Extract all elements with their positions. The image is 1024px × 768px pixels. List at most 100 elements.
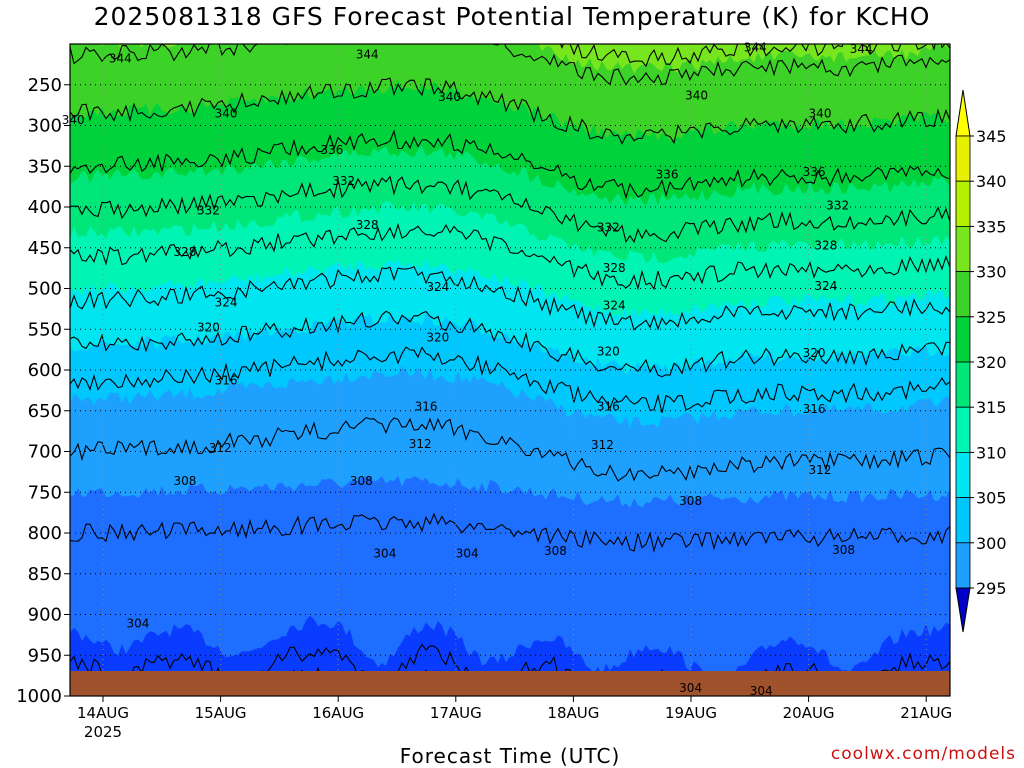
y-axis: 250 300 350 400 450 500 550 600 650 700 750 800 850 9… xyxy=(16,75,70,707)
y-tick-label: 350 xyxy=(28,156,62,177)
contour-label: 324 xyxy=(814,279,837,293)
x-tick-label: 16AUG xyxy=(312,704,364,722)
contour-label: 336 xyxy=(321,143,344,157)
colorbar-tick-label: 330 xyxy=(976,263,1007,282)
contour-label: 336 xyxy=(656,167,679,181)
colorbar-tick-label: 345 xyxy=(976,127,1007,146)
contour-label: 328 xyxy=(814,238,837,252)
contour-label: 340 xyxy=(809,106,832,120)
contour-316 xyxy=(70,346,950,414)
y-tick-label: 900 xyxy=(28,605,62,626)
colorbar-band xyxy=(955,135,971,182)
contour-label: 344 xyxy=(356,48,379,62)
contour-336 xyxy=(70,129,950,200)
y-tick-label: 250 xyxy=(28,75,62,96)
contour-label: 320 xyxy=(597,344,620,358)
colorbar-tick-label: 340 xyxy=(976,172,1007,191)
contour-324 xyxy=(70,265,950,331)
colorbar-tick-label: 305 xyxy=(976,489,1007,508)
colorbar-band xyxy=(955,316,971,363)
contour-label: 308 xyxy=(350,474,373,488)
x-axis: 14AUG 15AUG 16AUG 17AUG 18AUG 19AUG 20AUG 21AUG… xyxy=(77,696,952,741)
colorbar-band xyxy=(955,361,971,408)
contour-label: 308 xyxy=(544,544,567,558)
contour-label: 304 xyxy=(679,681,702,695)
contour-344 xyxy=(70,44,950,86)
contour-label: 332 xyxy=(197,203,220,217)
contour-label: 308 xyxy=(832,543,855,557)
contour-label: 320 xyxy=(426,330,449,344)
colorbar-band xyxy=(955,542,971,589)
contour-label: 312 xyxy=(409,437,432,451)
contour-label: 320 xyxy=(803,346,826,360)
y-tick-label: 750 xyxy=(28,482,62,503)
contour-label: 316 xyxy=(803,402,826,416)
colorbar: 345 340 335 330 325 320 315 310 305 300 295 xyxy=(955,89,1007,633)
contour-label: 340 xyxy=(215,106,238,120)
fill-band-345 xyxy=(70,44,950,74)
contour-label: 332 xyxy=(597,220,620,234)
contour-label: 324 xyxy=(426,280,449,294)
x-tick-label: 14AUG xyxy=(77,704,129,722)
colorbar-bottom-arrow xyxy=(955,587,971,633)
y-tick-label: 1000 xyxy=(16,686,62,707)
colorbar-tick-label: 315 xyxy=(976,398,1007,417)
contour-label: 316 xyxy=(215,374,238,388)
contour-label: 344 xyxy=(850,42,873,56)
contour-label: 344 xyxy=(109,52,132,66)
x-tick-label: 20AUG xyxy=(783,704,835,722)
contour-label: 312 xyxy=(809,463,832,477)
colorbar-tick-label: 335 xyxy=(976,217,1007,236)
contour-label: 332 xyxy=(826,198,849,212)
contour-label: 340 xyxy=(62,113,85,127)
y-tick-label: 950 xyxy=(28,645,62,666)
contour-348 xyxy=(559,44,950,68)
y-tick-label: 500 xyxy=(28,279,62,300)
contour-label: 304 xyxy=(373,546,396,560)
contour-labels: 344 344 344 344 340 340 340 340 340 336 336 336 332 3… xyxy=(62,40,873,698)
contour-312 xyxy=(70,416,950,482)
x-axis-label: Forecast Time (UTC) xyxy=(399,744,621,768)
y-tick-label: 550 xyxy=(28,319,62,340)
contour-label: 304 xyxy=(750,684,773,698)
colorbar-band xyxy=(955,225,971,272)
contour-lines xyxy=(70,44,950,671)
contour-label: 328 xyxy=(603,261,626,275)
contour-label: 308 xyxy=(679,494,702,508)
contour-label: 316 xyxy=(415,400,438,414)
colorbar-tick-label: 295 xyxy=(976,579,1007,598)
colorbar-band xyxy=(955,271,971,318)
colorbar-band xyxy=(955,180,971,227)
colorbar-band xyxy=(955,451,971,498)
contour-label: 332 xyxy=(332,174,355,188)
y-tick-label: 300 xyxy=(28,116,62,137)
colorbar-tick-label: 325 xyxy=(976,308,1007,327)
contour-label: 304 xyxy=(456,546,479,560)
colorbar-top-arrow xyxy=(955,89,971,137)
y-tick-label: 450 xyxy=(28,238,62,259)
x-tick-label: 19AUG xyxy=(665,704,717,722)
x-tick-label: 15AUG xyxy=(195,704,247,722)
contour-label: 308 xyxy=(174,474,197,488)
contour-label: 344 xyxy=(744,40,767,54)
temperature-fill xyxy=(70,44,950,671)
fill-band-340 xyxy=(70,44,950,141)
ground-surface xyxy=(70,671,950,696)
colorbar-band xyxy=(955,497,971,544)
chart-title: 2025081318 GFS Forecast Potential Temper… xyxy=(93,2,931,31)
y-tick-label: 650 xyxy=(28,401,62,422)
contour-label: 316 xyxy=(597,400,620,414)
contour-label: 324 xyxy=(215,295,238,309)
contour-label: 340 xyxy=(438,90,461,104)
contour-label: 328 xyxy=(356,218,379,232)
contour-308 xyxy=(70,512,950,553)
x-tick-year: 2025 xyxy=(84,723,122,741)
contour-label: 312 xyxy=(591,438,614,452)
contour-320 xyxy=(70,310,950,378)
site-credit: coolwx.com/models xyxy=(830,744,1016,764)
x-tick-label: 17AUG xyxy=(430,704,482,722)
contour-340 xyxy=(70,77,950,145)
colorbar-tick-label: 310 xyxy=(976,443,1007,462)
y-tick-label: 850 xyxy=(28,564,62,585)
